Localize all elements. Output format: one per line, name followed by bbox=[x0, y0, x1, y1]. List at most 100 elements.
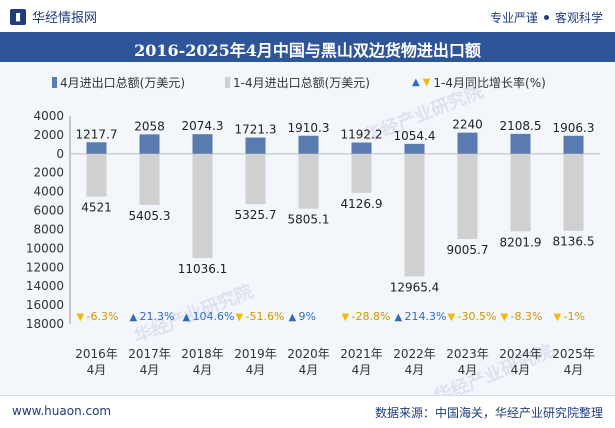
growth-value-label: -1% bbox=[564, 310, 585, 323]
growth-down-triangle-icon: ▼ bbox=[342, 312, 350, 323]
slogan-left: 专业严谨 bbox=[489, 11, 538, 25]
brand-logo-icon: ▮ bbox=[10, 8, 26, 25]
x-category-label: 4月 bbox=[352, 363, 372, 377]
x-category-label: 2022年 bbox=[393, 347, 436, 361]
april-bar bbox=[457, 132, 478, 154]
cumulative-value-label: 9005.7 bbox=[447, 243, 489, 257]
x-category-label: 4月 bbox=[87, 363, 107, 377]
brand[interactable]: ▮ 华经情报网 bbox=[10, 7, 97, 26]
y-tick-label: 2000 bbox=[33, 166, 64, 180]
legend-label-april: 4月进出口总额(万美元) bbox=[60, 76, 185, 90]
legend-swatch-april bbox=[52, 77, 57, 88]
site-name: 华经情报网 bbox=[32, 11, 98, 26]
april-bar bbox=[351, 142, 372, 154]
april-value-label: 2058 bbox=[134, 119, 165, 133]
cumulative-value-label: 4126.9 bbox=[341, 197, 383, 211]
growth-value-label: -51.6% bbox=[246, 310, 285, 323]
cumulative-bar bbox=[298, 153, 319, 209]
cumulative-value-label: 8201.9 bbox=[500, 235, 542, 249]
x-category-label: 2020年 bbox=[287, 347, 330, 361]
growth-marker: ▼ -28.8% bbox=[342, 310, 391, 323]
x-category-label: 2017年 bbox=[128, 347, 171, 361]
growth-value-label: 21.3% bbox=[140, 310, 175, 323]
growth-down-triangle-icon: ▼ bbox=[554, 312, 562, 323]
legend-label-growth: 1-4月同比增长率(%) bbox=[433, 76, 546, 90]
cumulative-value-label: 4521 bbox=[81, 201, 112, 215]
y-tick-label: 6000 bbox=[33, 204, 64, 218]
growth-down-triangle-icon: ▼ bbox=[448, 312, 456, 323]
growth-up-triangle-icon: ▲ bbox=[183, 312, 191, 323]
x-category-label: 4月 bbox=[140, 363, 160, 377]
cumulative-bar bbox=[510, 153, 531, 232]
cumulative-bar bbox=[86, 153, 107, 197]
x-category-label: 2023年 bbox=[446, 347, 489, 361]
cumulative-value-label: 5805.1 bbox=[288, 213, 330, 227]
title-bar: 2016-2025年4月中国与黑山双边货物进出口额 bbox=[0, 32, 615, 62]
april-bar bbox=[510, 133, 531, 154]
legend-item-growth: ▲ ▼ 1-4月同比增长率(%) bbox=[412, 74, 546, 91]
cumulative-value-label: 5405.3 bbox=[129, 209, 171, 223]
growth-marker: ▼ -30.5% bbox=[448, 310, 497, 323]
y-tick-label: 4000 bbox=[33, 185, 64, 199]
cumulative-bar bbox=[192, 153, 213, 259]
growth-value-label: -30.5% bbox=[458, 310, 497, 323]
growth-value-label: -28.8% bbox=[352, 310, 391, 323]
x-category-label: 4月 bbox=[299, 363, 319, 377]
growth-up-triangle-icon: ▲ bbox=[289, 312, 297, 323]
growth-marker: ▲ 9% bbox=[289, 310, 316, 323]
cumulative-bar bbox=[563, 153, 584, 231]
footer-source: 数据来源：中国海关，华经产业研究院整理 bbox=[374, 406, 603, 420]
april-bar bbox=[245, 137, 266, 154]
growth-down-triangle-icon: ▼ bbox=[77, 312, 85, 323]
legend-label-cumulative: 1-4月进出口总额(万美元) bbox=[233, 76, 370, 90]
growth-value-label: 214.3% bbox=[405, 310, 447, 323]
growth-marker: ▼ -51.6% bbox=[236, 310, 285, 323]
y-tick-label: 4000 bbox=[33, 109, 64, 123]
april-value-label: 1217.7 bbox=[76, 127, 118, 141]
x-category-label: 2016年 bbox=[75, 347, 118, 361]
site-footer: www.huaon.com 数据来源：中国海关，华经产业研究院整理 bbox=[0, 395, 615, 428]
x-category-label: 4月 bbox=[405, 363, 425, 377]
april-bar bbox=[86, 142, 107, 154]
slogan-dot-icon bbox=[543, 15, 549, 20]
growth-marker: ▼ -8.3% bbox=[501, 310, 543, 323]
legend-item-april: 4月进出口总额(万美元) bbox=[52, 74, 185, 91]
growth-down-triangle-icon: ▼ bbox=[236, 312, 244, 323]
growth-marker: ▲ 104.6% bbox=[183, 310, 235, 323]
x-category-label: 2021年 bbox=[340, 347, 383, 361]
growth-value-label: -6.3% bbox=[87, 310, 119, 323]
x-category-label: 2019年 bbox=[234, 347, 277, 361]
legend-swatch-cumulative bbox=[225, 77, 230, 88]
growth-down-triangle-icon: ▼ bbox=[501, 312, 509, 323]
growth-up-triangle-icon: ▲ bbox=[130, 312, 138, 323]
x-category-label: 4月 bbox=[564, 363, 584, 377]
site-header: ▮ 华经情报网 专业严谨 客观科学 bbox=[0, 0, 615, 33]
chart-plot: 4000 2000 0 2000 4000 6000 8000 10000 12000 14000… bbox=[26, 109, 600, 377]
growth-marker: ▲ 21.3% bbox=[130, 310, 175, 323]
slogan-right: 客观科学 bbox=[554, 11, 603, 25]
cumulative-bar bbox=[139, 153, 160, 205]
april-bar bbox=[192, 134, 213, 154]
april-bar bbox=[139, 134, 160, 154]
x-category-label: 2018年 bbox=[181, 347, 224, 361]
y-tick-label: 8000 bbox=[33, 222, 64, 236]
growth-marker: ▼ -6.3% bbox=[77, 310, 119, 323]
cumulative-bar bbox=[404, 153, 425, 277]
april-value-label: 2074.3 bbox=[182, 119, 224, 133]
growth-marker: ▲ 214.3% bbox=[395, 310, 447, 323]
x-category-label: 4月 bbox=[511, 363, 531, 377]
cumulative-value-label: 8136.5 bbox=[553, 235, 595, 249]
y-tick-label: 12000 bbox=[26, 260, 64, 274]
april-value-label: 1906.3 bbox=[553, 121, 595, 135]
april-value-label: 1192.2 bbox=[341, 128, 383, 142]
april-value-label: 1721.3 bbox=[235, 123, 277, 137]
legend-up-triangle-icon: ▲ bbox=[412, 77, 420, 88]
x-category-label: 2025年 bbox=[552, 347, 595, 361]
april-value-label: 2240 bbox=[452, 118, 483, 132]
footer-url[interactable]: www.huaon.com bbox=[12, 404, 112, 418]
x-category-label: 4月 bbox=[458, 363, 478, 377]
april-value-label: 2108.5 bbox=[500, 119, 542, 133]
legend-item-cumulative: 1-4月进出口总额(万美元) bbox=[225, 74, 370, 91]
april-value-label: 1910.3 bbox=[288, 121, 330, 135]
